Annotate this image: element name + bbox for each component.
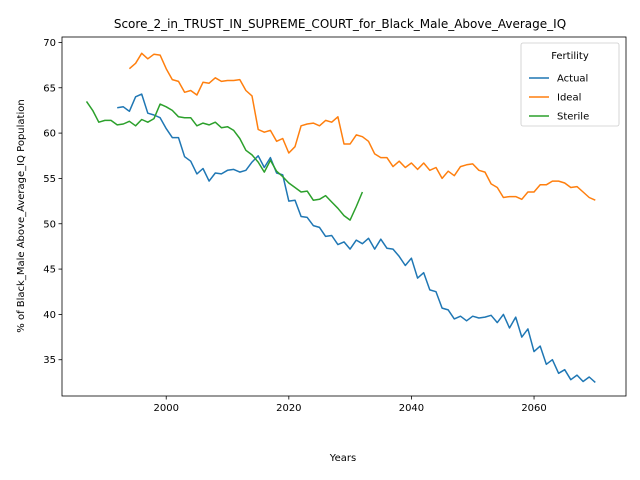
y-axis: 35 40 45 50 55 60 65 70 [43,38,62,366]
chart-title: Score_2_in_TRUST_IN_SUPREME_COURT_for_Bl… [114,17,566,31]
x-tick-label: 2060 [521,403,546,414]
legend-box [520,42,620,127]
series-layer [85,52,596,383]
legend-label-sterile: Sterile [557,112,589,123]
x-tick-label: 2020 [276,403,301,414]
legend-label-actual: Actual [557,74,588,85]
x-tick-label: 2000 [153,403,178,414]
x-axis-label: Years [329,453,356,464]
y-tick-label: 65 [43,83,56,94]
series-line-sterile [85,100,364,221]
x-tick-label: 2040 [399,403,424,414]
y-tick-label: 35 [43,355,56,366]
legend-title: Fertility [551,51,589,62]
x-axis: 2000 2020 2040 2060 [153,396,547,414]
y-tick-label: 40 [43,310,56,321]
y-tick-label: 55 [43,174,56,185]
y-tick-label: 70 [43,38,56,49]
legend: Fertility Actual Ideal Sterile [520,42,620,127]
y-tick-label: 50 [43,219,56,230]
y-axis-label: % of Black_Male Above_Average_IQ Populat… [16,99,27,332]
series-line-ideal [128,52,596,201]
y-tick-label: 45 [43,265,56,276]
series-line-actual [117,93,596,383]
legend-label-ideal: Ideal [557,93,581,104]
y-tick-label: 60 [43,129,56,140]
plot-frame [61,36,627,397]
